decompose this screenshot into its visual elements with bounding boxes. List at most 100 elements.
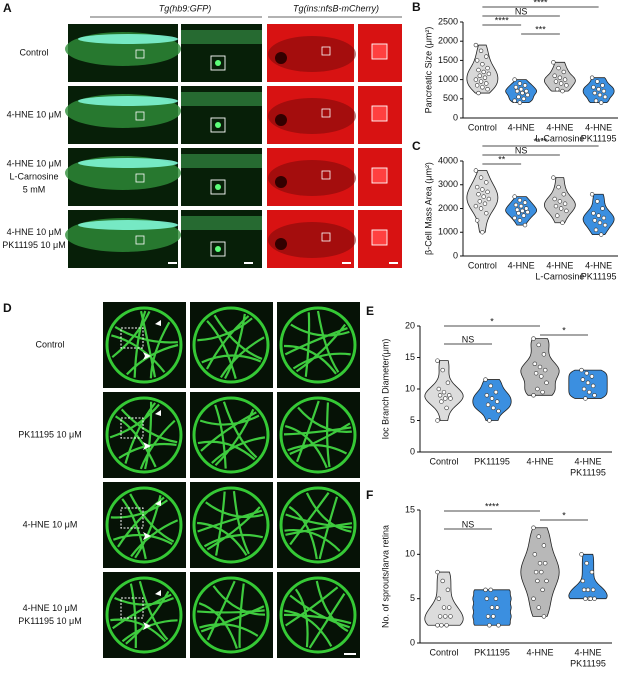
- data-point: [482, 75, 488, 80]
- data-point: [601, 215, 607, 221]
- arrowhead: [155, 500, 161, 506]
- data-point: [493, 596, 499, 601]
- data-point: [531, 336, 536, 341]
- data-point: [558, 206, 564, 211]
- data-point: [512, 215, 517, 221]
- data-point: [520, 208, 525, 214]
- data-point: [579, 552, 584, 557]
- roi-box: [371, 167, 388, 184]
- panel-letter: A: [3, 1, 12, 15]
- data-point: [540, 587, 545, 592]
- roi-box: [321, 46, 331, 56]
- data-point: [476, 192, 481, 197]
- data-point: [518, 86, 524, 92]
- data-point: [535, 386, 540, 392]
- y-axis-label: No. of sprouts/larva retina: [380, 525, 390, 628]
- embryo: [268, 222, 356, 258]
- data-point: [476, 67, 481, 73]
- data-point: [491, 614, 496, 619]
- data-point: [495, 399, 500, 404]
- data-point: [435, 358, 440, 363]
- data-point: [589, 75, 595, 80]
- row-label: PK11195 10 μM: [18, 429, 81, 439]
- data-point: [541, 543, 547, 548]
- data-point: [595, 199, 600, 204]
- roi-box: [135, 173, 145, 183]
- data-point: [516, 94, 521, 100]
- x-tick-label: PK11195: [581, 271, 617, 281]
- significance-label: *: [562, 510, 566, 520]
- data-point: [440, 578, 445, 584]
- y-tick-label: 2000: [438, 203, 458, 213]
- data-point: [522, 83, 528, 88]
- data-point: [522, 222, 528, 228]
- data-point: [584, 560, 589, 566]
- data-point: [532, 552, 537, 557]
- data-point: [536, 534, 541, 539]
- data-point: [512, 194, 517, 199]
- panel-letter: F: [366, 488, 373, 502]
- data-point: [484, 54, 489, 59]
- x-tick-label: 4-HNE: [574, 647, 601, 657]
- y-tick-label: 5: [410, 593, 415, 603]
- data-point: [561, 192, 566, 197]
- x-tick-label: 4-HNE: [508, 260, 535, 270]
- data-point: [539, 569, 544, 575]
- data-point: [580, 377, 585, 382]
- retina: [192, 396, 270, 474]
- x-tick-label: 4-HNE: [546, 260, 573, 270]
- data-point: [557, 75, 563, 80]
- data-point: [587, 389, 592, 395]
- y-tick-label: 5: [410, 415, 415, 425]
- data-point: [581, 386, 587, 392]
- y-tick-label: 1000: [438, 74, 458, 84]
- spinal-cord: [78, 158, 178, 168]
- data-point: [473, 77, 479, 82]
- arrow: [143, 442, 151, 450]
- data-point: [443, 396, 448, 401]
- arrow: [143, 532, 151, 540]
- data-point: [448, 396, 453, 401]
- violin: [466, 170, 499, 233]
- vessels: [197, 401, 266, 469]
- vessels: [110, 580, 178, 649]
- data-point: [593, 98, 599, 103]
- data-point: [597, 220, 603, 225]
- embryo: [268, 98, 356, 134]
- data-point: [484, 393, 489, 398]
- data-point: [480, 85, 485, 90]
- vessels: [283, 310, 351, 377]
- significance-label: *: [490, 316, 494, 326]
- data-point: [596, 213, 601, 218]
- data-point: [555, 86, 560, 92]
- data-point: [517, 81, 523, 86]
- data-point: [435, 623, 440, 628]
- data-point: [524, 206, 529, 211]
- data-point: [483, 587, 488, 592]
- x-tick-label: 4-HNE: [526, 456, 553, 466]
- y-tick-label: 20: [405, 320, 415, 330]
- data-point: [596, 86, 601, 92]
- y-tick-label: 1000: [438, 227, 458, 237]
- column-header: Tg(ins:nfsB-mCherry): [293, 3, 379, 13]
- data-point: [541, 614, 547, 619]
- retina: [105, 576, 183, 654]
- data-point: [525, 209, 530, 215]
- y-tick-label: 15: [405, 504, 415, 514]
- data-point: [541, 352, 547, 357]
- data-point: [555, 213, 560, 218]
- data-point: [564, 83, 569, 88]
- data-point: [551, 175, 556, 180]
- x-tick-label: PK11195: [474, 647, 510, 657]
- data-point: [513, 85, 519, 90]
- data-point: [482, 201, 488, 206]
- significance-label: NS: [462, 334, 475, 344]
- data-point: [592, 218, 597, 223]
- data-point: [592, 596, 597, 601]
- x-tick-label: PK11195: [581, 133, 617, 143]
- panel-letter: C: [412, 139, 421, 153]
- data-point: [474, 218, 480, 223]
- data-point: [553, 203, 559, 209]
- data-point: [581, 587, 587, 592]
- data-point: [524, 88, 529, 94]
